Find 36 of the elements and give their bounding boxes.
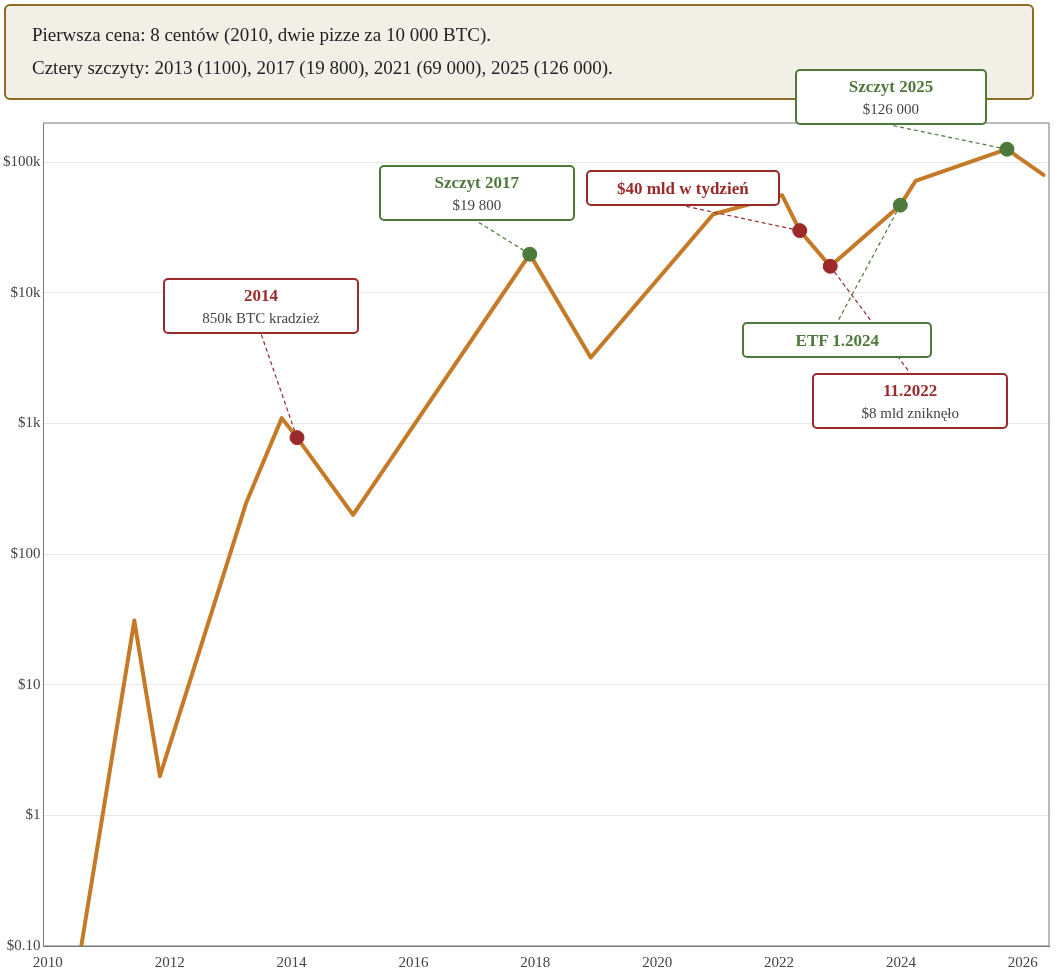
x-tick-label: 2016	[398, 953, 429, 970]
y-tick-label: $0.10	[6, 936, 41, 953]
callout-box: ETF 1.2024	[742, 322, 933, 359]
point	[892, 197, 908, 213]
x-tick-label: 2012	[154, 953, 185, 970]
point	[289, 430, 305, 446]
x-tick-label: 2024	[885, 953, 917, 970]
point	[999, 141, 1015, 157]
point	[822, 258, 838, 274]
annotation: Szczyt 2017 $19 800	[433, 172, 521, 216]
chart-subtitle: Cztery szczyty: 2013 (1100), 2017 (19 800), 2021 (69 000), 2025 (126 000).	[32, 57, 613, 78]
x-tick-label: 2010	[32, 953, 63, 970]
point	[792, 223, 808, 239]
x-tick-label: 2014	[276, 953, 308, 970]
annotation: $40 mld w tydzień	[615, 177, 750, 200]
annotation: Szczyt 2025 $126 000	[847, 76, 935, 120]
y-tick-label: $100k	[3, 153, 41, 170]
annotation: 11.2022 $8 mld zniknęło	[860, 380, 960, 424]
x-tick-label: 2022	[764, 953, 795, 970]
x-tick-label: 2020	[642, 953, 673, 970]
callout-box: Szczyt 2017 $19 800	[378, 165, 575, 222]
y-tick-label: $10	[18, 675, 41, 692]
callout-box: 11.2022 $8 mld zniknęło	[812, 373, 1009, 430]
x-tick-label: 2018	[520, 953, 551, 970]
annotation: ETF 1.2024	[794, 330, 880, 353]
y-tick-label: $10k	[10, 283, 41, 300]
annotation: 2014 850k BTC kradzież	[201, 284, 321, 328]
y-tick-label: $1	[25, 806, 41, 823]
point	[522, 246, 538, 262]
callout-box: Szczyt 2025 $126 000	[794, 69, 987, 126]
y-tick-label: $1k	[18, 414, 41, 431]
chart-title: Pierwsza cena: 8 centów (2010, dwie pizze za 10 000 BTC).	[32, 23, 492, 47]
callout-box: 2014 850k BTC kradzież	[163, 277, 359, 334]
y-tick-label: $100	[10, 545, 41, 562]
x-tick-label: 2026	[1007, 953, 1039, 970]
callout-box: $40 mld w tydzień	[585, 169, 780, 206]
